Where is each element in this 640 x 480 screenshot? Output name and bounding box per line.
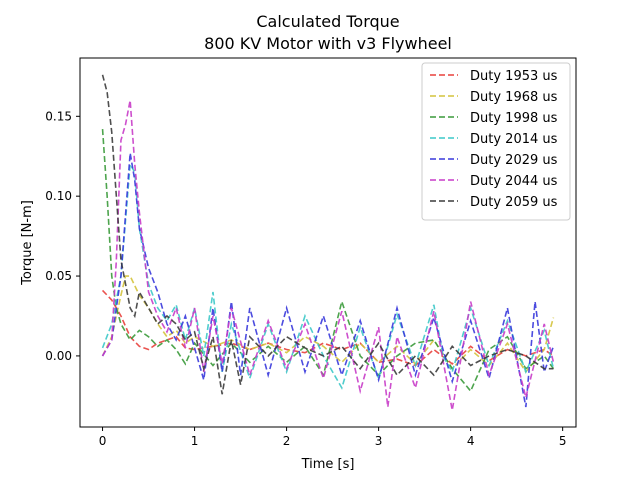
y-tick-label: 0.00 xyxy=(45,349,72,363)
legend: Duty 1953 us Duty 1968 us Duty 1998 us Duty… xyxy=(421,62,571,221)
series-line-0 xyxy=(101,289,554,367)
legend-label-5: Duty 2044 us xyxy=(470,174,558,189)
chart-subtitle: 800 KV Motor with v3 Flywheel xyxy=(204,34,452,53)
x-tick-label: 5 xyxy=(559,434,567,448)
legend-label-3: Duty 2014 us xyxy=(470,132,558,147)
x-axis-label: Time [s] xyxy=(301,457,355,472)
x-tick-label: 3 xyxy=(375,434,383,448)
legend-label-2: Duty 1998 us xyxy=(470,111,558,126)
plot-frame xyxy=(79,57,577,428)
y-tick-label: 0.15 xyxy=(45,109,72,123)
x-axis-ticks: 0 1 2 3 4 5 xyxy=(99,427,567,448)
legend-label-6: Duty 2059 us xyxy=(470,195,558,210)
y-axis-label: Torque [N-m] xyxy=(20,200,35,286)
series-line-2 xyxy=(101,129,555,393)
legend-label-4: Duty 2029 us xyxy=(470,153,558,168)
series-line-6 xyxy=(101,74,554,395)
legend-label-0: Duty 1953 us xyxy=(470,69,558,84)
y-tick-label: 0.10 xyxy=(45,189,72,203)
legend-box xyxy=(421,62,571,221)
series-layer xyxy=(101,74,555,411)
y-tick-label: 0.05 xyxy=(45,269,72,283)
x-tick-label: 4 xyxy=(467,434,475,448)
series-line-4 xyxy=(101,152,555,408)
chart-title: Calculated Torque xyxy=(256,12,399,31)
y-axis-ticks: 0.00 0.05 0.10 0.15 xyxy=(45,109,80,363)
x-tick-label: 1 xyxy=(191,434,199,448)
x-tick-label: 2 xyxy=(283,434,291,448)
x-tick-label: 0 xyxy=(99,434,107,448)
legend-label-1: Duty 1968 us xyxy=(470,90,558,105)
